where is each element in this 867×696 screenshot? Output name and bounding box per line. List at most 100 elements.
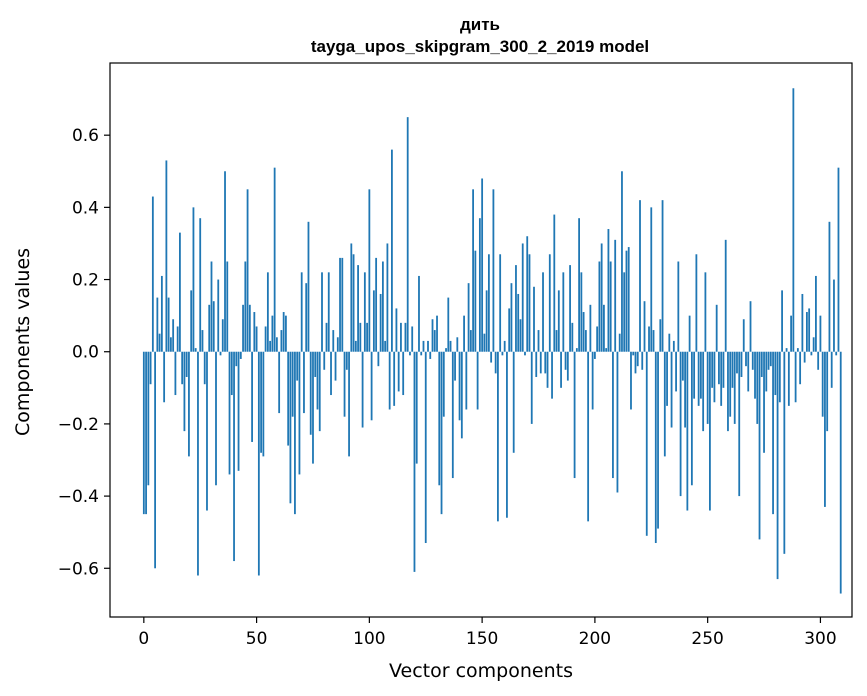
bar-190 [571,322,574,352]
bar-3 [149,351,152,385]
bar-198 [589,304,592,352]
bar-180 [548,254,551,352]
bar-25 [199,218,202,352]
bar-28 [206,351,208,511]
bar-150 [481,178,484,352]
bar-81 [325,322,328,352]
bar-29 [208,304,211,352]
bar-51 [257,351,260,576]
bar-153 [487,254,490,352]
y-tick-label: 0.0 [72,343,99,363]
bar-26 [201,330,204,352]
bar-111 [393,351,396,406]
bar-279 [772,351,774,515]
bar-225 [650,207,653,352]
bar-87 [339,257,341,352]
bar-216 [630,351,632,410]
bar-22 [192,207,195,352]
bar-141 [460,351,463,439]
bar-24 [197,351,199,576]
bar-202 [598,261,601,352]
bar-88 [341,257,344,352]
bar-2 [147,351,150,486]
bar-164 [512,351,515,453]
x-tick-label: 100 [353,629,385,649]
bar-293 [803,351,806,363]
x-axis-ticks: 0 50 100 150 200 250 300 [138,617,837,649]
bar-188 [566,351,569,381]
bar-285 [785,348,788,352]
bar-201 [596,326,599,352]
bar-82 [327,272,330,352]
bar-117 [406,117,409,352]
bar-237 [677,261,680,352]
bar-183 [555,330,558,352]
bar-119 [411,326,414,352]
bar-169 [524,351,526,356]
bar-8 [160,275,163,352]
y-tick-label: 0.2 [72,271,99,291]
bar-85 [334,351,337,381]
bar-114 [400,322,402,352]
bar-295 [808,308,811,352]
bar-182 [553,214,556,352]
bar-5 [154,351,156,569]
bar-290 [796,348,799,352]
bar-125 [424,351,427,544]
bar-46 [246,189,249,352]
bar-98 [363,272,366,352]
bar-19 [185,351,188,377]
bar-195 [582,312,585,352]
x-tick-label: 0 [138,629,149,649]
x-tick-label: 150 [466,629,498,649]
bar-163 [510,283,513,352]
bar-261 [731,351,734,388]
bar-184 [557,290,560,352]
bar-132 [440,351,443,515]
bar-91 [348,351,350,457]
bar-52 [260,351,262,453]
bar-133 [442,351,445,417]
bar-212 [621,171,623,352]
bar-192 [575,348,578,352]
bar-123 [420,351,423,356]
bar-90 [345,351,348,370]
bar-294 [805,312,808,352]
bar-79 [321,272,323,352]
bar-206 [607,229,610,352]
bar-60 [278,351,281,414]
bar-271 [754,351,756,399]
bar-57 [271,315,274,352]
bar-27 [203,351,206,385]
bar-11 [167,297,170,352]
y-axis-ticks: −0.6 −0.4 −0.2 0.0 0.2 0.4 0.6 [58,126,110,579]
bar-109 [388,351,391,410]
bar-97 [361,351,364,428]
bar-16 [179,232,181,352]
bar-44 [242,304,244,352]
bar-280 [774,351,777,396]
bar-66 [291,351,294,417]
x-axis-label: Vector components [389,660,573,682]
bar-138 [454,351,456,381]
chart-title: дить [460,15,500,34]
bar-151 [483,333,486,352]
bar-301 [821,351,824,417]
bar-37 [226,261,229,352]
bar-42 [237,351,240,471]
bar-47 [248,304,251,352]
bar-63 [285,315,287,352]
bar-139 [456,337,459,352]
bar-105 [379,293,382,352]
bar-242 [688,315,691,352]
bar-120 [413,351,416,572]
bar-297 [812,337,815,352]
bar-181 [551,351,553,399]
bar-241 [686,351,689,511]
bar-270 [751,351,754,370]
bar-211 [618,333,621,352]
bar-231 [663,351,666,457]
bar-309 [839,351,842,594]
plot-frame [109,62,853,618]
bar-36 [224,171,226,352]
